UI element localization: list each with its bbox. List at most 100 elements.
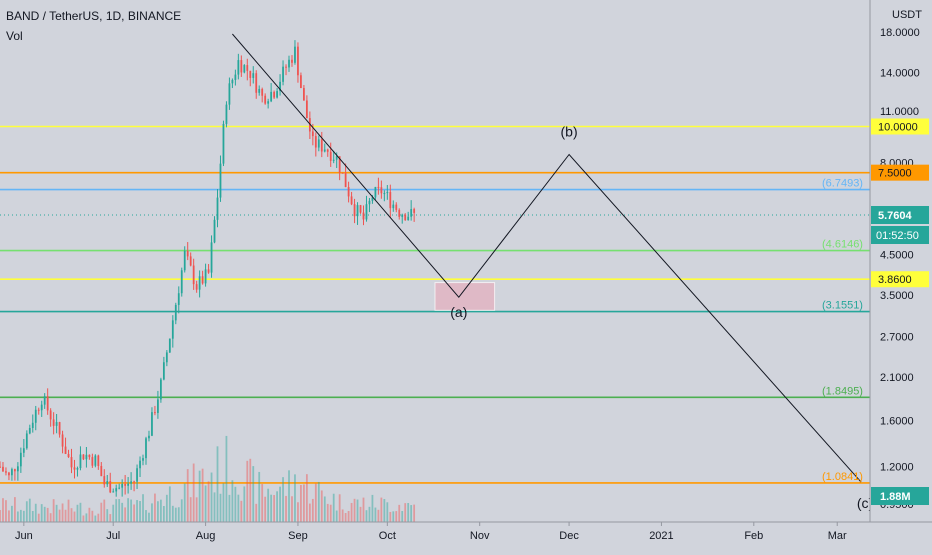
volume-bar bbox=[240, 500, 243, 522]
volume-bar bbox=[371, 494, 374, 522]
candle-body bbox=[192, 265, 195, 285]
volume-bar bbox=[401, 511, 404, 522]
volume-bar bbox=[317, 481, 320, 522]
candle-body bbox=[109, 481, 112, 493]
candle-body bbox=[183, 250, 186, 271]
price-tick-label: 11.0000 bbox=[880, 106, 919, 118]
volume-bar bbox=[413, 504, 416, 522]
candle-body bbox=[282, 66, 284, 82]
volume-bar bbox=[335, 510, 338, 522]
candle-body bbox=[118, 487, 121, 489]
volume-bar bbox=[37, 513, 40, 522]
volume-bar bbox=[2, 498, 4, 522]
volume-bar bbox=[25, 501, 28, 522]
candle-body bbox=[225, 104, 228, 124]
volume-bar bbox=[350, 502, 353, 522]
volume-bar bbox=[183, 483, 186, 522]
candle-body bbox=[338, 156, 341, 173]
volume-bar bbox=[130, 499, 132, 522]
candle-body bbox=[112, 491, 115, 493]
candle-body bbox=[294, 46, 296, 63]
candle-body bbox=[28, 428, 31, 434]
candle-body bbox=[97, 455, 100, 466]
volume-bar bbox=[145, 510, 147, 522]
candle-body bbox=[219, 163, 222, 198]
volume-bar bbox=[16, 511, 19, 522]
volume-bar bbox=[377, 509, 380, 522]
candle-body bbox=[413, 209, 416, 213]
volume-bar bbox=[237, 494, 240, 522]
candle-body bbox=[332, 159, 335, 161]
volume-bar bbox=[368, 506, 371, 522]
candle-body bbox=[320, 139, 323, 152]
volume-bar bbox=[198, 470, 201, 522]
volume-bar bbox=[267, 488, 270, 522]
candle-body bbox=[329, 151, 332, 161]
time-tick-label: Mar bbox=[828, 530, 847, 542]
candle-body bbox=[142, 458, 144, 461]
candle-body bbox=[252, 73, 255, 78]
candle-body bbox=[356, 205, 359, 217]
countdown-label: 01:52:50 bbox=[876, 230, 919, 242]
volume-bar bbox=[308, 503, 311, 522]
candle-body bbox=[279, 81, 281, 92]
candle-body bbox=[11, 469, 13, 476]
volume-bar bbox=[246, 460, 249, 522]
volume-bar bbox=[162, 506, 165, 522]
price-tick-label: 1.6000 bbox=[880, 416, 914, 428]
volume-bar bbox=[210, 472, 213, 522]
candle-body bbox=[70, 457, 73, 468]
candle-body bbox=[276, 91, 278, 98]
time-tick-label: Nov bbox=[470, 530, 490, 542]
candle-body bbox=[14, 469, 16, 472]
volume-bar bbox=[261, 484, 264, 522]
symbol-title: BAND / TetherUS, 1D, BINANCE bbox=[6, 9, 182, 23]
volume-bar bbox=[82, 515, 85, 522]
level-text-label: (3.1551) bbox=[822, 300, 863, 312]
volume-bar bbox=[34, 503, 37, 522]
volume-bar bbox=[347, 510, 350, 522]
volume-bar bbox=[11, 505, 13, 522]
candle-body bbox=[398, 209, 401, 217]
candle-body bbox=[189, 256, 192, 266]
volume-bar bbox=[410, 505, 413, 522]
volume-bar bbox=[189, 497, 192, 522]
candle-body bbox=[195, 284, 198, 290]
candle-body bbox=[2, 466, 4, 472]
volume-bar bbox=[148, 512, 150, 522]
volume-bar bbox=[300, 484, 302, 522]
candle-body bbox=[85, 454, 88, 460]
time-tick-label: Jul bbox=[106, 530, 120, 542]
candle-body bbox=[88, 454, 91, 458]
volume-bar bbox=[186, 469, 189, 522]
volume-bar bbox=[288, 470, 290, 522]
volume-bar bbox=[231, 480, 234, 522]
volume-bar bbox=[207, 481, 210, 522]
volume-bar bbox=[311, 498, 314, 522]
volume-bar bbox=[374, 507, 377, 522]
volume-bar bbox=[177, 507, 180, 522]
volume-bar bbox=[61, 503, 64, 522]
plot-background bbox=[0, 0, 870, 522]
wave-label: (a) bbox=[450, 304, 467, 320]
volume-bar bbox=[106, 509, 109, 522]
volume-bar bbox=[326, 503, 329, 522]
volume-bar bbox=[52, 499, 55, 522]
volume-bar bbox=[353, 498, 356, 522]
volume-bar bbox=[40, 504, 43, 522]
volume-bar bbox=[341, 509, 344, 522]
candle-body bbox=[100, 465, 103, 477]
candle-body bbox=[46, 396, 49, 411]
candle-body bbox=[91, 457, 94, 466]
candle-body bbox=[240, 60, 243, 73]
candle-body bbox=[76, 468, 79, 470]
candle-body bbox=[22, 448, 25, 453]
time-tick-label: Oct bbox=[379, 530, 396, 542]
candle-body bbox=[237, 60, 240, 75]
volume-bar bbox=[88, 507, 91, 522]
volume-bar bbox=[76, 504, 79, 522]
level-text-label: (1.8495) bbox=[822, 385, 863, 397]
candle-body bbox=[180, 270, 183, 294]
